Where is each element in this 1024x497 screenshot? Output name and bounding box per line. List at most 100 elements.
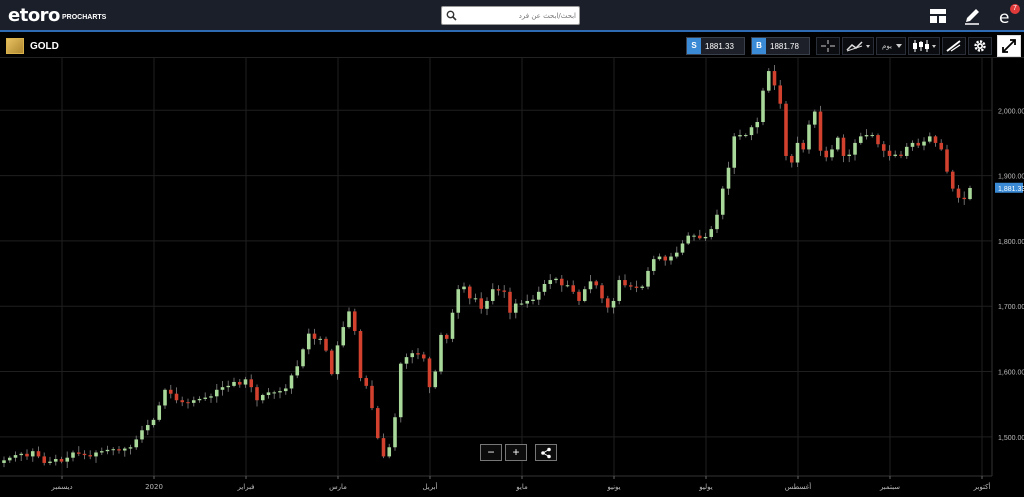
candle [197, 398, 202, 401]
x-tick-label: يونيو [606, 483, 620, 491]
search-input[interactable] [460, 9, 576, 23]
candle [835, 137, 840, 150]
candle [312, 333, 317, 339]
candle [502, 290, 507, 292]
y-tick-label: 1,600.00 [998, 370, 1024, 377]
candle [812, 111, 817, 125]
etoro-logo[interactable]: etoro [8, 5, 60, 26]
candle [732, 136, 737, 168]
candle [772, 71, 777, 86]
share-icon [541, 447, 551, 459]
candle [818, 111, 823, 151]
pencil-icon[interactable] [962, 6, 982, 26]
last-price-label: 1,881.33 [998, 186, 1024, 193]
candle [324, 338, 328, 351]
zoom-out-button[interactable]: − [480, 444, 502, 461]
instrument-name: GOLD [30, 41, 59, 52]
candle [899, 154, 903, 156]
candle [329, 350, 334, 375]
candle [42, 456, 47, 463]
candle [651, 259, 656, 271]
period-dropdown[interactable]: يوم [876, 37, 906, 55]
candle [922, 141, 926, 146]
gear-icon [974, 40, 986, 52]
candle [393, 417, 397, 448]
settings-button[interactable] [968, 37, 992, 55]
candle [94, 452, 98, 457]
candle [128, 447, 133, 449]
candle [289, 375, 294, 389]
candle [48, 461, 52, 463]
candle [669, 256, 673, 261]
layout-icon[interactable] [928, 6, 948, 26]
candle [945, 149, 949, 172]
candle [421, 354, 426, 359]
candle [784, 103, 788, 156]
candle [876, 135, 880, 145]
candle [163, 389, 167, 406]
candle [720, 188, 725, 215]
share-button[interactable] [535, 444, 557, 461]
candle [370, 385, 374, 409]
x-tick-label: أبريل [422, 482, 437, 491]
indicators-button[interactable] [842, 37, 874, 55]
etoro-account-icon[interactable]: e [996, 6, 1016, 26]
buy-price: 1881.78 [770, 42, 799, 51]
candle [508, 291, 512, 313]
candle [968, 187, 972, 200]
price-chart[interactable]: 1,500.00 1,600.00 1,700.00 1,800.00 1,900.00… [0, 58, 1024, 497]
fullscreen-button[interactable] [997, 35, 1021, 57]
candle [950, 171, 955, 189]
candle [680, 243, 685, 253]
buy-price-box[interactable]: B 1881.78 [751, 37, 810, 55]
period-label: يوم [882, 43, 892, 50]
candle [927, 136, 932, 142]
candle [352, 311, 357, 332]
x-tick-label: أغسطس [785, 482, 812, 491]
sell-price-box[interactable]: S 1881.33 [686, 37, 745, 55]
search-box[interactable] [441, 6, 580, 25]
candlestick-icon [913, 40, 936, 52]
candle [686, 235, 691, 244]
candle [623, 280, 627, 286]
candle [703, 236, 708, 239]
x-tick-label: أكتوبر [973, 482, 991, 491]
candle [853, 142, 857, 155]
candle [830, 149, 834, 158]
zoom-in-button[interactable]: + [505, 444, 527, 461]
candle [513, 303, 518, 313]
candle [65, 457, 70, 462]
candle [140, 430, 144, 440]
candle [628, 285, 633, 287]
candle [479, 298, 484, 309]
gold-instrument-icon [6, 38, 24, 54]
candle [283, 388, 288, 392]
crosshair-button[interactable] [816, 37, 840, 55]
candle [588, 281, 593, 290]
procharts-label: PROCHARTS [62, 14, 107, 21]
candle [531, 299, 535, 301]
candle [473, 298, 478, 300]
chart-type-button[interactable] [908, 37, 940, 55]
candle [82, 453, 87, 456]
candle [743, 135, 748, 137]
search-icon [446, 10, 457, 21]
candle [490, 289, 495, 301]
x-tick-label: ديسمبر [50, 483, 72, 491]
candle [582, 289, 587, 301]
candle [180, 400, 185, 403]
expand-icon [1002, 39, 1016, 53]
y-tick-label: 1,500.00 [998, 435, 1024, 442]
candle [375, 408, 380, 439]
drawing-tools-button[interactable] [942, 37, 966, 55]
candle [209, 396, 213, 398]
candle [577, 291, 581, 301]
candle [726, 167, 731, 189]
candle [36, 451, 41, 457]
candle [364, 378, 369, 386]
candle [933, 136, 938, 143]
candle [956, 188, 961, 198]
candle [709, 229, 714, 237]
sell-tag: S [687, 38, 701, 54]
x-tick-label: مايو [515, 483, 528, 491]
